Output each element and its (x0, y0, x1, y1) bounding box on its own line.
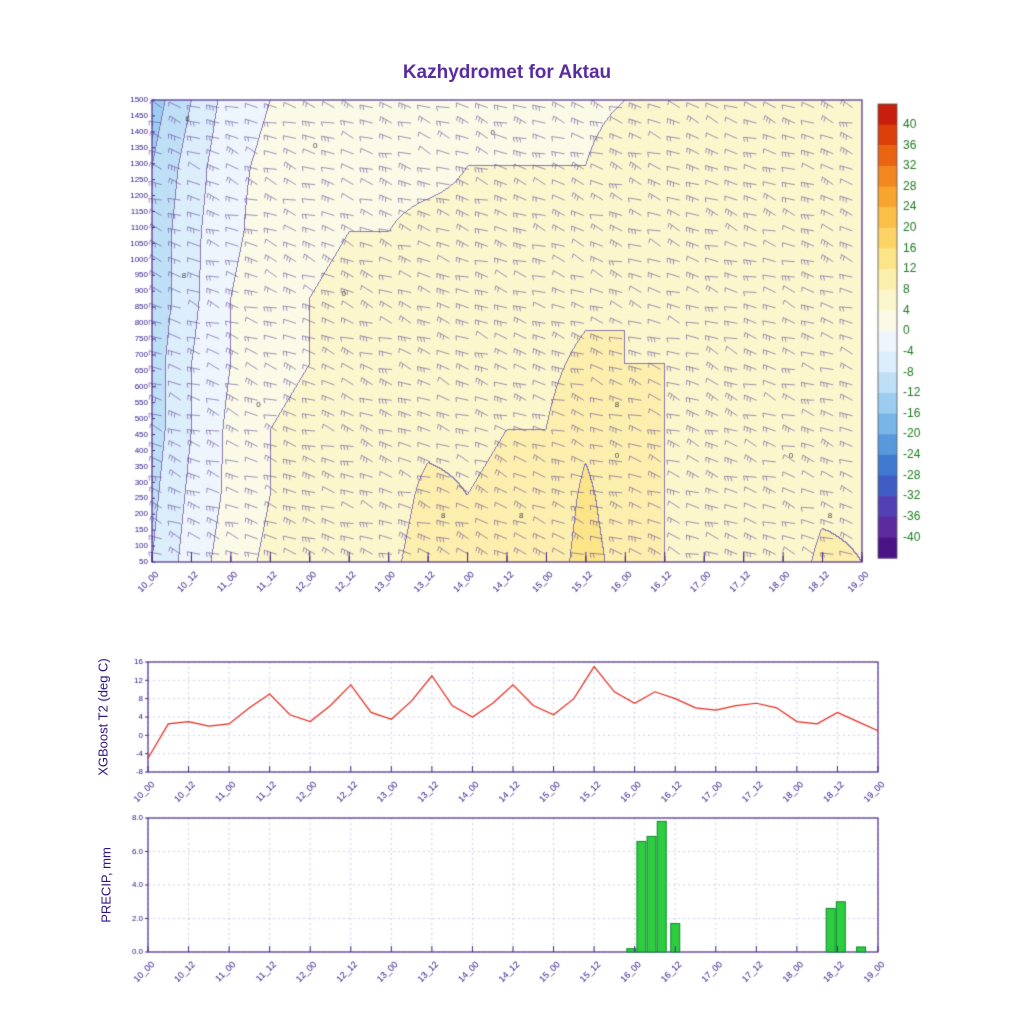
t2-axis-label: XGBoost T2 (deg C) (95, 658, 111, 776)
precip-axis-label: PRECIP, mm (98, 847, 114, 923)
chart-title: Kazhydromet for Aktau (402, 62, 612, 83)
